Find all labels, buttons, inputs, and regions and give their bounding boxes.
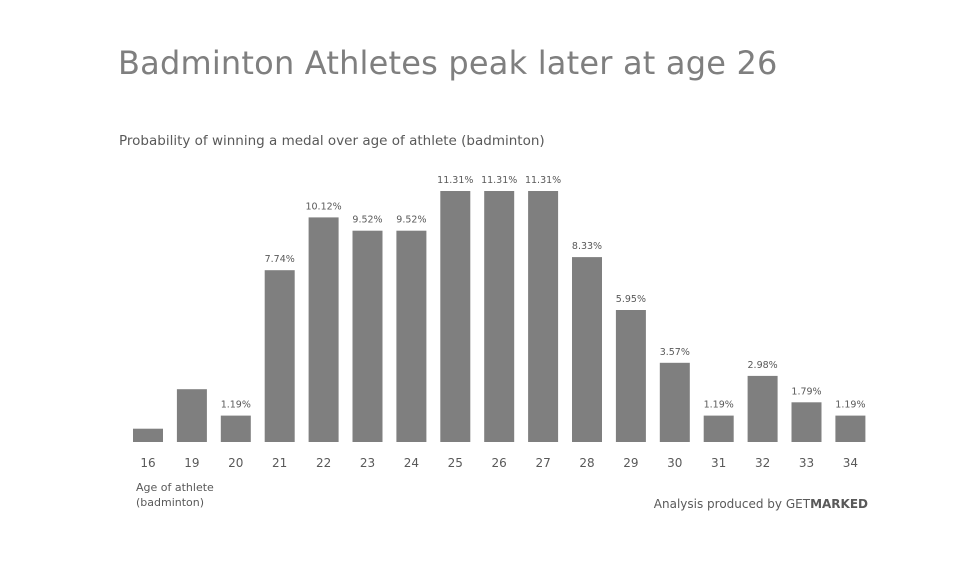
data-label-age-33: 1.79% xyxy=(791,386,821,397)
chart-title: Badminton Athletes peak later at age 26 xyxy=(118,44,778,82)
bar-age-31 xyxy=(703,415,734,442)
data-label-age-30: 3.57% xyxy=(660,347,690,358)
bar-age-26 xyxy=(484,191,515,442)
x-tick-label-23: 23 xyxy=(360,456,375,470)
data-label-age-20: 1.19% xyxy=(221,400,251,411)
x-tick-label-29: 29 xyxy=(623,456,638,470)
x-tick-label-25: 25 xyxy=(448,456,463,470)
bar-age-30 xyxy=(659,362,690,442)
bar-age-22 xyxy=(308,217,339,442)
bar-age-25 xyxy=(440,191,471,442)
x-axis-title: Age of athlete (badminton) xyxy=(136,480,214,510)
bar-age-33 xyxy=(791,402,822,442)
credit-prefix: Analysis produced by xyxy=(653,497,786,511)
bar-age-32 xyxy=(747,375,778,442)
x-tick-label-21: 21 xyxy=(272,456,287,470)
bar-age-21 xyxy=(264,270,295,442)
x-axis-title-line2: (badminton) xyxy=(136,496,205,509)
x-tick-label-27: 27 xyxy=(535,456,550,470)
x-tick-label-28: 28 xyxy=(579,456,594,470)
data-label-age-28: 8.33% xyxy=(572,241,602,252)
data-label-age-25: 11.31% xyxy=(437,175,473,186)
x-axis-title-line1: Age of athlete xyxy=(136,481,214,494)
data-label-age-26: 11.31% xyxy=(481,175,517,186)
x-tick-label-31: 31 xyxy=(711,456,726,470)
data-label-age-32: 2.98% xyxy=(748,360,778,371)
x-tick-label-30: 30 xyxy=(667,456,682,470)
data-label-age-22: 10.12% xyxy=(305,201,341,212)
bar-age-34 xyxy=(835,415,866,442)
x-tick-label-20: 20 xyxy=(228,456,243,470)
data-label-age-24: 9.52% xyxy=(396,215,426,226)
brand-get: GET xyxy=(785,497,811,511)
x-tick-label-22: 22 xyxy=(316,456,331,470)
x-tick-label-19: 19 xyxy=(184,456,199,470)
bar-age-19 xyxy=(176,389,207,442)
x-tick-label-24: 24 xyxy=(404,456,419,470)
brand-marked: MARKED xyxy=(810,497,868,511)
data-label-age-27: 11.31% xyxy=(525,175,561,186)
bar-age-24 xyxy=(396,230,427,442)
data-label-age-29: 5.95% xyxy=(616,294,646,305)
bar-age-27 xyxy=(528,191,559,442)
analysis-credit: Analysis produced by GETMARKED xyxy=(654,497,868,511)
x-tick-label-32: 32 xyxy=(755,456,770,470)
bar-age-16 xyxy=(133,428,163,442)
chart-subtitle: Probability of winning a medal over age … xyxy=(119,133,545,149)
bar-age-20 xyxy=(220,415,251,442)
x-tick-label-33: 33 xyxy=(799,456,814,470)
bar-age-29 xyxy=(615,310,646,442)
bar-age-23 xyxy=(352,230,383,442)
data-label-age-34: 1.19% xyxy=(835,400,865,411)
data-label-age-31: 1.19% xyxy=(704,400,734,411)
data-label-age-21: 7.74% xyxy=(265,254,295,265)
x-tick-label-26: 26 xyxy=(492,456,507,470)
x-tick-label-34: 34 xyxy=(843,456,858,470)
x-tick-label-16: 16 xyxy=(140,456,155,470)
bar-age-28 xyxy=(572,257,602,442)
data-label-age-23: 9.52% xyxy=(352,215,382,226)
